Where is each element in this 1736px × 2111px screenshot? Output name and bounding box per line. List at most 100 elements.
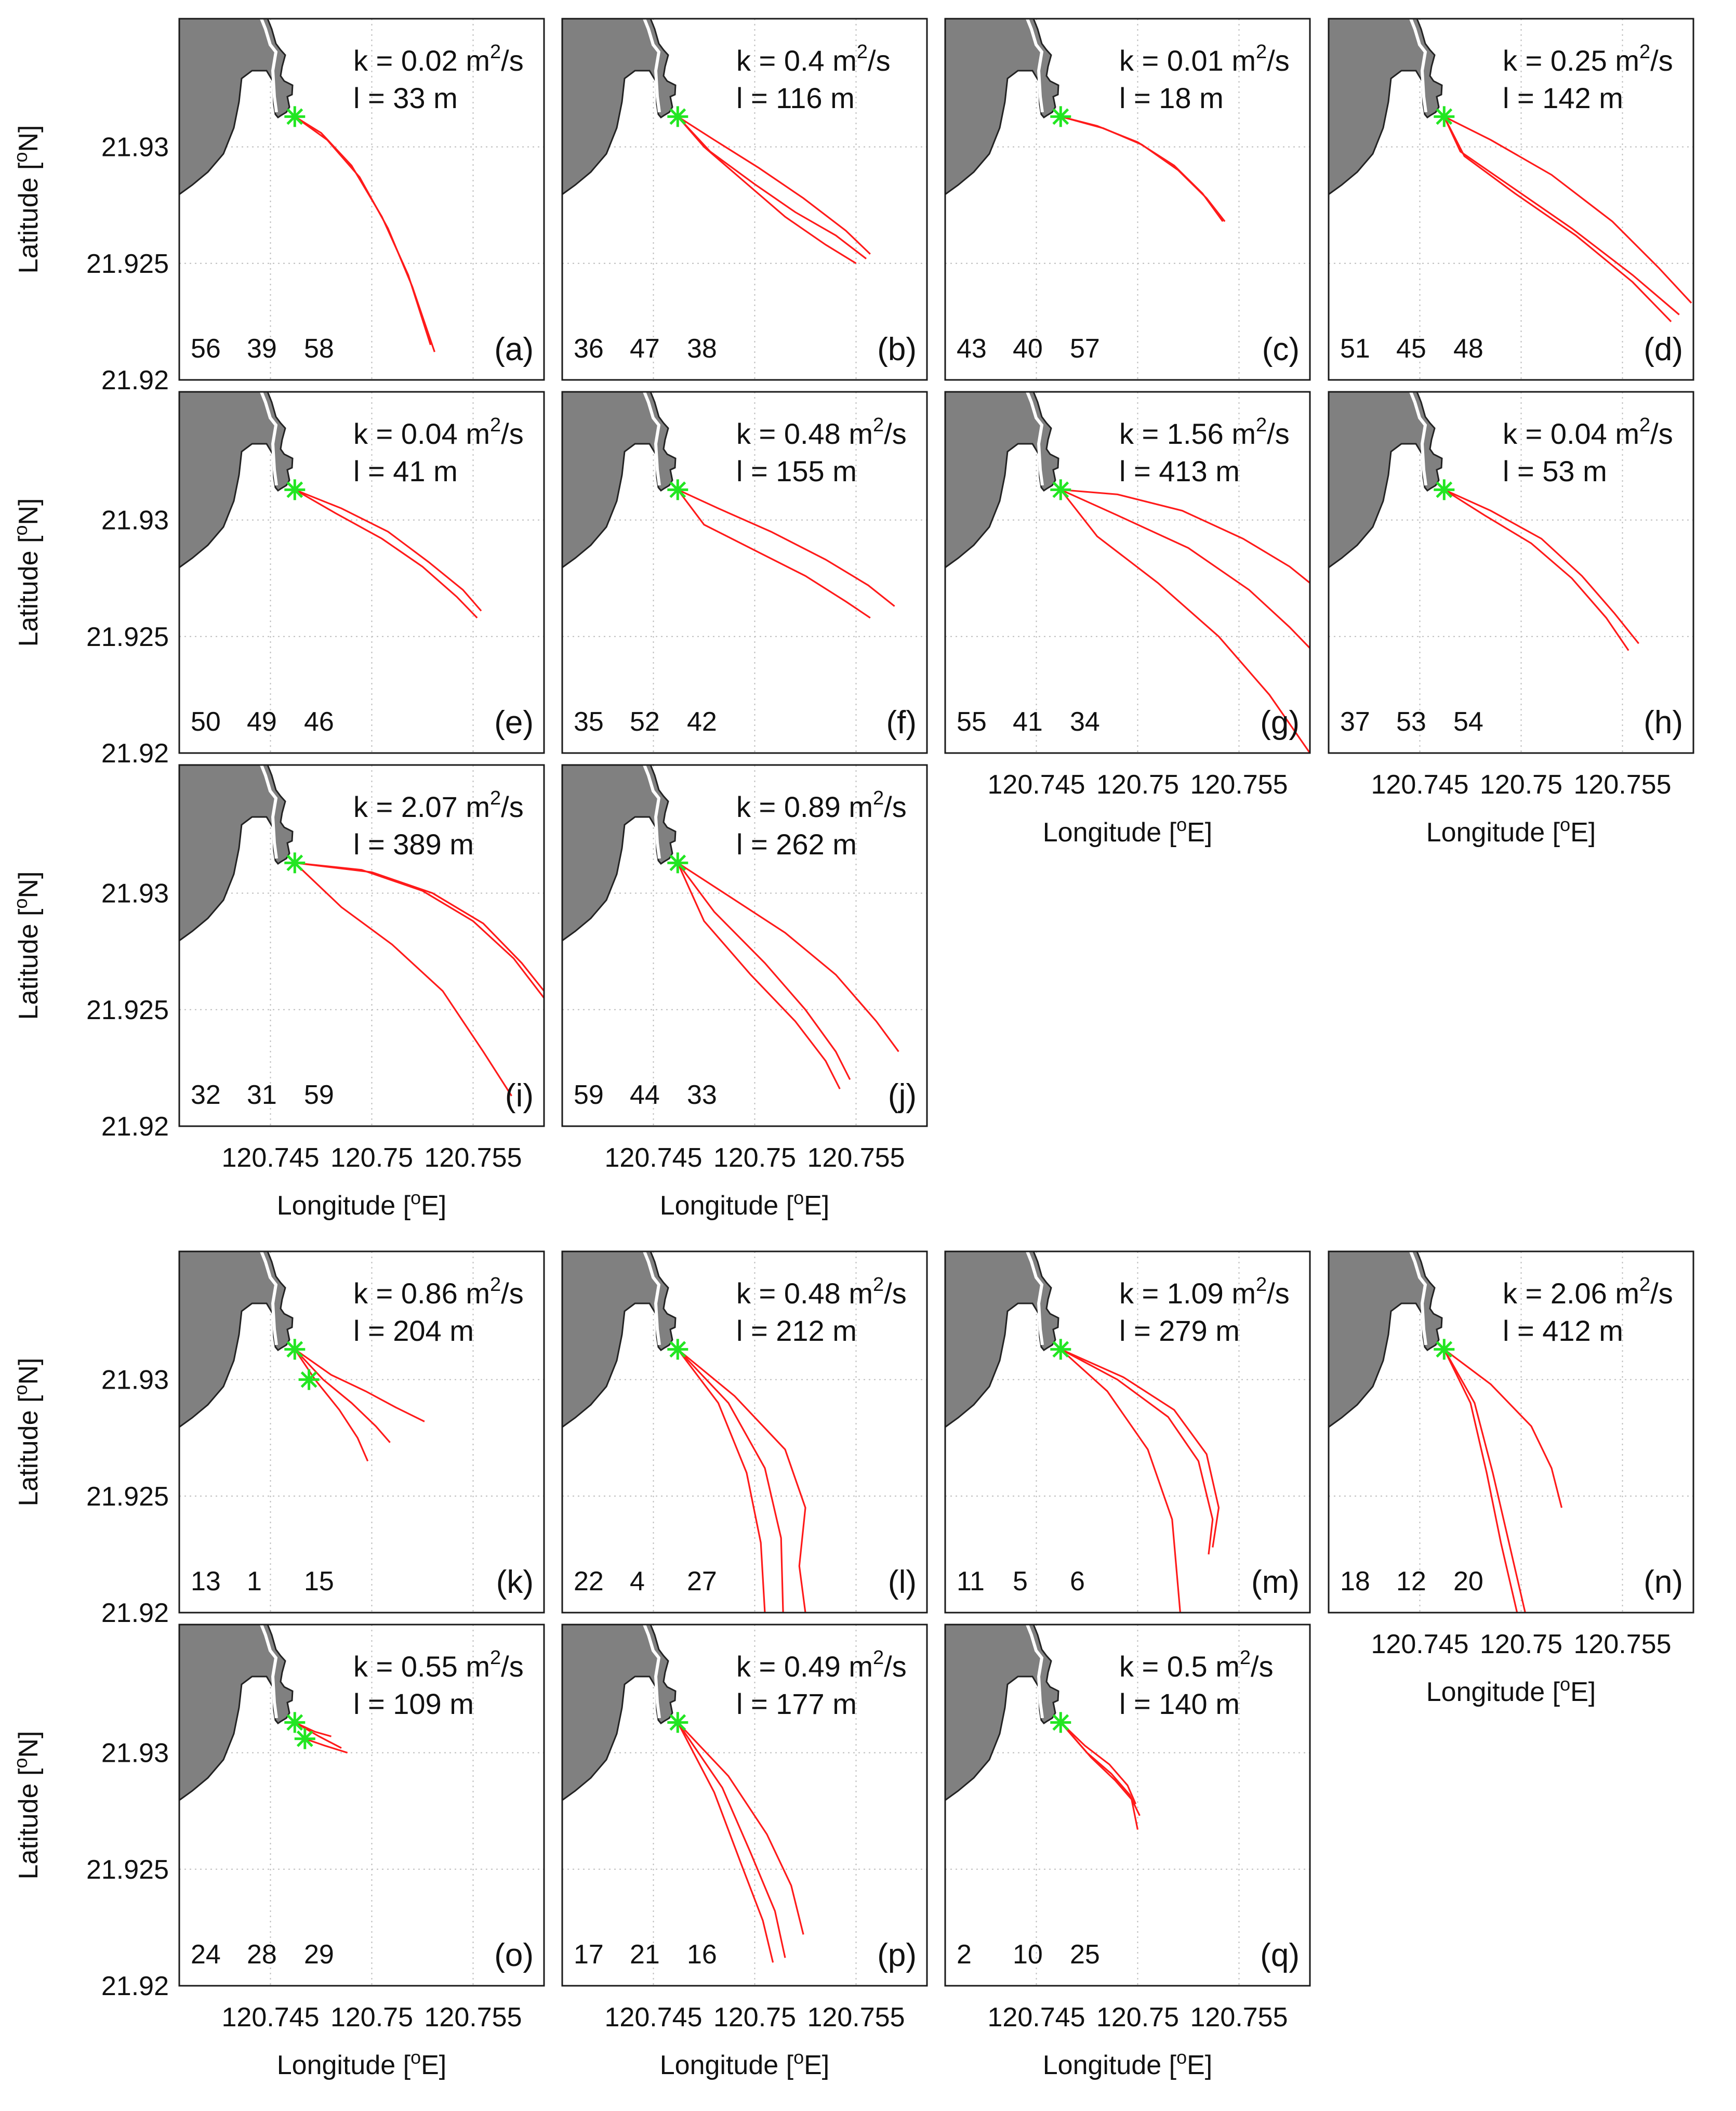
- x-axis-label: Longitude [oE]: [1043, 2047, 1213, 2080]
- drifter-trajectory: [294, 862, 512, 1097]
- drifter-id-label: 50: [191, 707, 221, 737]
- drifter-id-label: 13: [191, 1566, 221, 1597]
- y-tick-label: 21.93: [101, 506, 169, 536]
- drifter-trajectory: [1060, 489, 1310, 649]
- x-tick-label: 120.75: [713, 2002, 796, 2033]
- drifter-id-label: 4: [630, 1566, 645, 1597]
- x-axis-label: Longitude [oE]: [1426, 1673, 1596, 1707]
- diffusivity-label: k = 0.48 m2/s: [736, 1274, 907, 1310]
- y-tick-label: 21.925: [86, 1855, 169, 1885]
- panel-letter: (d): [1644, 332, 1683, 367]
- y-axis-label: Latitude [oN]: [10, 125, 44, 274]
- drifter-trajectory: [677, 115, 871, 255]
- harbour-channel: [260, 392, 278, 486]
- drifter-trajectory: [294, 1721, 342, 1749]
- drifter-trajectory: [294, 1348, 425, 1422]
- diffusivity-label: k = 1.09 m2/s: [1119, 1274, 1290, 1310]
- coastline-land: [562, 1251, 677, 1428]
- drifter-id-label: 54: [1453, 707, 1483, 737]
- harbour-channel: [260, 765, 278, 859]
- length-scale-label: l = 279 m: [1119, 1314, 1240, 1347]
- drifter-id-label: 42: [687, 707, 717, 737]
- panel-letter: (c): [1262, 332, 1300, 367]
- drifter-id-label: 41: [1013, 707, 1043, 737]
- length-scale-label: l = 109 m: [353, 1687, 474, 1720]
- x-tick-label: 120.755: [1190, 2002, 1288, 2033]
- drifter-trajectory: [1443, 1349, 1563, 1508]
- x-tick-label: 120.75: [330, 1143, 413, 1173]
- drifter-id-label: 18: [1340, 1566, 1370, 1597]
- diffusivity-label: k = 0.49 m2/s: [736, 1647, 907, 1683]
- length-scale-label: l = 155 m: [736, 455, 857, 487]
- drifter-id-label: 1: [247, 1566, 262, 1597]
- drifter-id-label: 46: [304, 707, 334, 737]
- plot-frame: [1328, 391, 1694, 754]
- length-scale-label: l = 41 m: [353, 455, 458, 487]
- x-tick-label: 120.745: [605, 2002, 703, 2033]
- drifter-trajectory: [677, 489, 871, 619]
- coastline-land: [179, 392, 294, 569]
- y-tick-label: 21.925: [86, 1482, 169, 1512]
- harbour-channel: [1409, 1251, 1427, 1345]
- harbour-channel: [1026, 19, 1044, 113]
- drifter-id-label: 58: [304, 334, 334, 364]
- drifter-id-label: 21: [630, 1940, 660, 1970]
- coastline-land: [179, 1625, 294, 1801]
- plot-frame: [178, 1250, 545, 1614]
- coastline-land: [179, 1251, 294, 1428]
- release-point-marker: [667, 852, 688, 874]
- y-tick-label: 21.93: [101, 879, 169, 909]
- x-tick-label: 120.745: [988, 770, 1085, 800]
- harbour-channel: [1026, 1625, 1044, 1719]
- drifter-trajectory: [1060, 1722, 1139, 1830]
- drifter-id-label: 33: [687, 1080, 717, 1110]
- diffusivity-label: k = 0.25 m2/s: [1503, 41, 1673, 77]
- diffusivity-label: k = 0.48 m2/s: [736, 414, 907, 450]
- drifter-trajectory: [1060, 489, 1310, 753]
- plot-frame: [944, 18, 1311, 381]
- plot-frame: [561, 764, 928, 1127]
- drifter-id-label: 2: [957, 1940, 972, 1970]
- release-point-marker: [284, 106, 306, 127]
- drifter-trajectory: [677, 1722, 804, 1935]
- release-point-marker: [284, 852, 306, 874]
- drifter-id-label: 31: [247, 1080, 277, 1110]
- drifter-id-label: 45: [1396, 334, 1426, 364]
- release-point-marker: [1050, 1339, 1071, 1360]
- plot-frame: [944, 391, 1311, 754]
- coastline-land: [562, 765, 677, 942]
- drifter-id-label: 22: [574, 1566, 604, 1597]
- length-scale-label: l = 413 m: [1119, 455, 1240, 487]
- y-tick-label: 21.925: [86, 249, 169, 279]
- panel-e: k = 0.04 m2/s l = 41 m 50 49 46 (e) 21.92 21.92…: [10, 391, 545, 769]
- harbour-channel: [1409, 19, 1427, 113]
- drifter-id-label: 40: [1013, 334, 1043, 364]
- harbour-channel: [643, 392, 661, 486]
- x-tick-label: 120.745: [1371, 1629, 1469, 1659]
- x-tick-label: 120.745: [1371, 770, 1469, 800]
- drifter-trajectory: [1060, 1349, 1181, 1613]
- diffusivity-label: k = 0.04 m2/s: [353, 414, 524, 450]
- coastline-land: [562, 1625, 677, 1801]
- length-scale-label: l = 18 m: [1119, 82, 1224, 114]
- harbour-channel: [643, 1251, 661, 1345]
- panel-p: k = 0.49 m2/s l = 177 m 17 21 16 (p) 120.745 12…: [561, 1624, 928, 2080]
- panel-f: k = 0.48 m2/s l = 155 m 35 52 42 (f): [561, 391, 928, 754]
- y-tick-label: 21.92: [101, 1598, 169, 1628]
- drifter-trajectory: [294, 116, 435, 352]
- release-point-marker: [294, 1728, 315, 1749]
- y-axis-label: Latitude [oN]: [10, 1358, 44, 1507]
- plot-frame: [944, 1624, 1311, 1987]
- drifter-trajectory: [294, 489, 478, 619]
- drifter-id-label: 44: [630, 1080, 660, 1110]
- diffusivity-label: k = 0.04 m2/s: [1503, 414, 1673, 450]
- plot-frame: [178, 1624, 545, 1987]
- x-tick-label: 120.745: [222, 1143, 320, 1173]
- drifter-id-label: 12: [1396, 1566, 1426, 1597]
- release-point-marker: [298, 1369, 320, 1390]
- release-point-marker: [667, 1712, 688, 1733]
- plot-frame: [561, 1624, 928, 1987]
- drifter-id-label: 28: [247, 1940, 277, 1970]
- drifter-trajectory: [1443, 116, 1672, 323]
